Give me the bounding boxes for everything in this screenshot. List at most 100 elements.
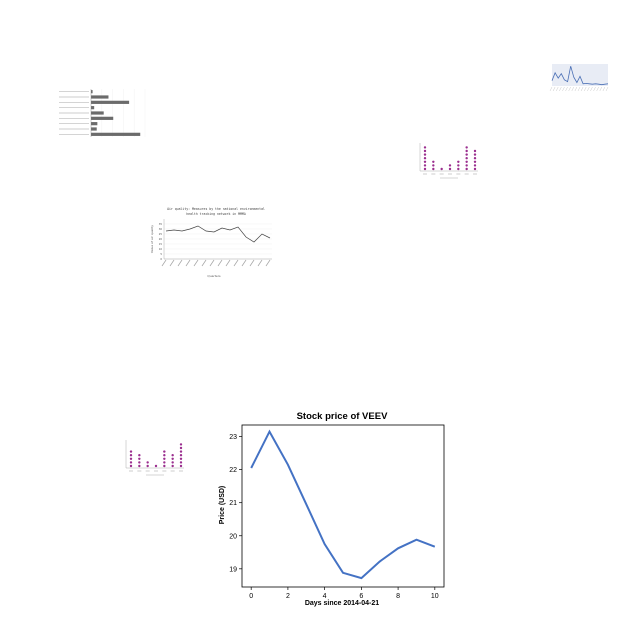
dots-a-dot <box>473 157 477 160</box>
air-quality-chart: Air quality: Measures by the national en… <box>150 207 272 278</box>
mini-x-tick-label <box>587 86 590 92</box>
dots-b-dot <box>179 446 183 450</box>
air-xlabel: Quarters <box>207 274 221 278</box>
dots-a-dot <box>465 164 468 167</box>
dots-a-dot <box>457 167 460 171</box>
dots-a-dot <box>440 167 443 171</box>
dot-chart-b <box>125 440 184 476</box>
mini-x-tick-label <box>559 86 562 92</box>
stock-plot-frame <box>241 424 445 588</box>
dots-a-dot <box>423 164 427 167</box>
dot-chart-b-panel <box>108 432 188 477</box>
dots-a-dot <box>457 160 460 163</box>
mini-x-tick-label <box>571 86 574 92</box>
hbar-bar <box>91 132 141 136</box>
dot-chart-a-panel <box>402 135 482 180</box>
dots-b-dot <box>129 454 133 457</box>
mini-x-tick-label <box>584 86 587 92</box>
dots-b-dot <box>179 450 183 453</box>
dots-b-dot <box>179 457 183 460</box>
stock-y-tick-label: 22 <box>229 467 237 474</box>
hbar-chart <box>59 89 146 137</box>
air-x-tick-label <box>185 259 191 267</box>
air-x-tick-label <box>233 259 239 267</box>
dots-a-dot <box>465 160 468 163</box>
dots-a-dot <box>423 160 427 163</box>
hbar-chart-panel <box>55 85 155 145</box>
mini-line <box>551 66 609 86</box>
dots-b-dot <box>179 454 183 457</box>
dots-b-dot <box>171 461 174 464</box>
dots-a-dot <box>432 167 435 171</box>
air-x-tick-label <box>177 259 183 267</box>
air-y-tick-label: 35 <box>159 222 163 226</box>
dots-a-dot <box>473 167 477 171</box>
dots-a-dot <box>423 153 427 156</box>
mini-x-tick-label <box>565 86 568 92</box>
dots-a-dot <box>465 146 468 149</box>
dots-a-dot <box>465 149 468 153</box>
dots-a-dot <box>465 157 468 160</box>
air-y-tick-label: 20 <box>159 237 163 241</box>
dots-a-dot <box>432 164 435 167</box>
dots-b-dot <box>138 454 141 457</box>
dots-a-dot <box>465 167 468 171</box>
mini-x-tick-label <box>577 86 581 92</box>
dots-a-dot <box>423 146 427 149</box>
dots-b-dot <box>146 464 149 468</box>
stock-x-tick-label: 8 <box>396 593 400 600</box>
air-quality-chart-panel: Air quality: Measures by the national en… <box>146 205 276 280</box>
dots-b-dot <box>163 457 166 460</box>
hbar-bar <box>91 100 130 104</box>
mini-x-tick-label <box>552 86 556 92</box>
dots-b-dot <box>163 464 166 468</box>
stock-price-line <box>250 429 436 580</box>
dots-a-dot <box>473 149 477 153</box>
dots-b-dot <box>171 457 174 460</box>
dots-a-dot <box>432 160 435 163</box>
hbar-bar <box>91 106 95 110</box>
dots-b-dot <box>154 464 158 468</box>
mini-x-tick-label <box>599 86 602 92</box>
dots-b-dot <box>163 450 166 453</box>
air-line <box>165 225 271 243</box>
air-title-line-1: Air quality: Measures by the national en… <box>167 207 265 211</box>
stock-x-tick-label: 2 <box>286 593 290 600</box>
air-x-tick-label <box>193 259 199 267</box>
stock-chart-title: Stock price of VEEV <box>297 411 388 422</box>
dot-chart-a <box>419 143 478 179</box>
air-x-tick-label <box>249 259 255 267</box>
dots-a-dot <box>423 149 427 153</box>
air-y-tick-label: 30 <box>159 227 163 231</box>
stock-y-tick-label: 20 <box>229 533 237 540</box>
mini-line-chart <box>549 64 609 92</box>
mini-x-tick-label <box>549 86 553 92</box>
air-x-tick-label <box>225 259 231 267</box>
stock-chart: Stock price of VEEV Days since 2014-04-2… <box>219 411 445 607</box>
mini-x-tick-label <box>568 86 571 92</box>
dots-b-dot <box>179 464 183 468</box>
air-x-tick-label <box>217 259 223 267</box>
dots-b-dot <box>179 461 183 464</box>
mini-x-tick-label <box>562 86 565 92</box>
air-ylabel: Value of air quality <box>150 225 154 253</box>
dots-a-dot <box>473 153 477 156</box>
stock-chart-panel: Stock price of VEEV Days since 2014-04-2… <box>212 405 452 610</box>
dots-b-dot <box>129 461 133 464</box>
mini-x-tick-label <box>574 86 578 92</box>
dots-a-dot <box>423 167 427 171</box>
air-x-tick-label <box>209 259 215 267</box>
hbar-bar <box>91 122 98 126</box>
hbar-bar <box>91 95 109 99</box>
stock-x-tick-label: 6 <box>359 593 363 600</box>
stock-x-tick-label: 0 <box>249 593 253 600</box>
hbar-bar <box>91 116 114 120</box>
mini-x-tick-label <box>556 86 559 92</box>
stock-chart-xlabel: Days since 2014-04-21 <box>305 600 379 607</box>
dots-a-dot <box>423 157 427 160</box>
mini-x-tick-label <box>580 86 584 92</box>
stock-x-tick-label: 4 <box>323 593 327 600</box>
mini-x-tick-label <box>605 86 609 92</box>
air-y-tick-label: 10 <box>159 247 163 251</box>
air-x-tick-label <box>257 259 263 267</box>
